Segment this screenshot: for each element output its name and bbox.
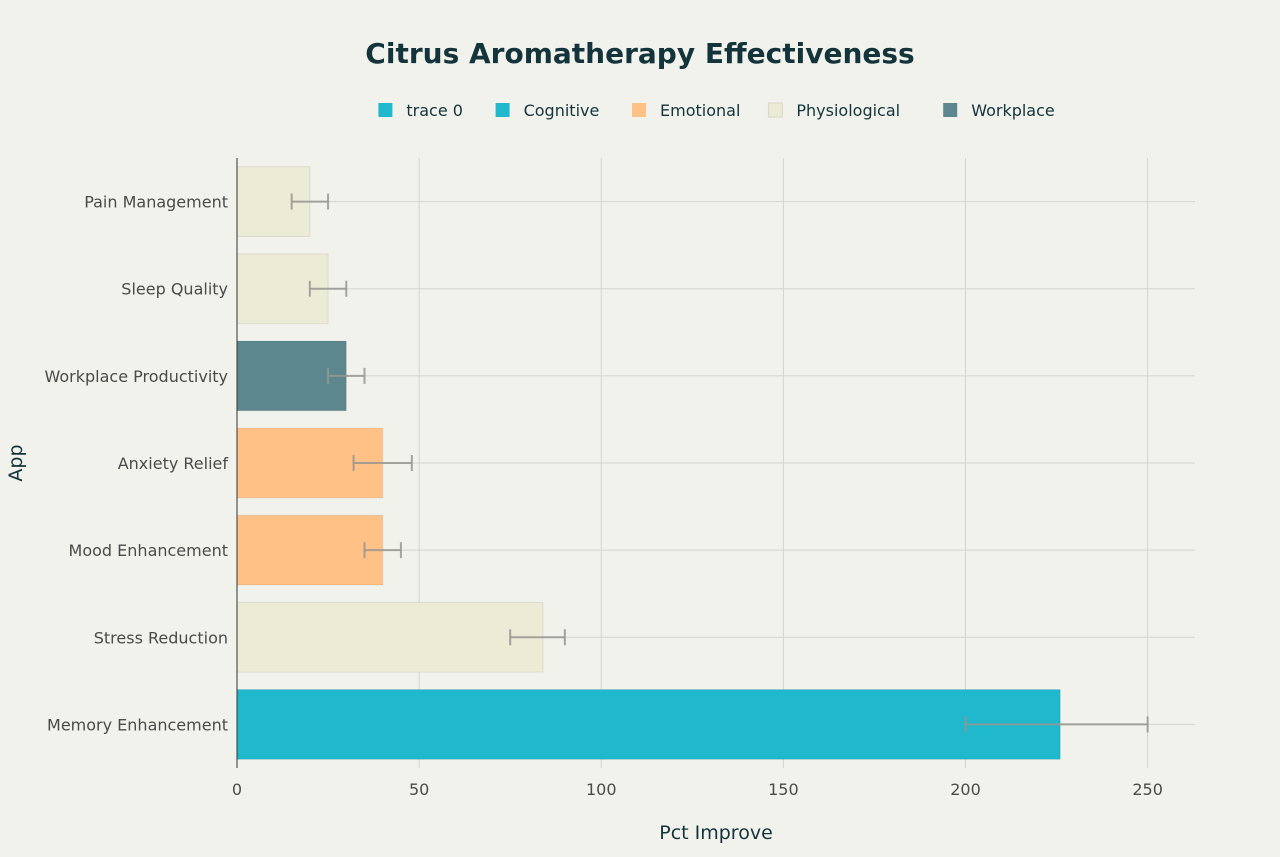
- bars[interactable]: [236, 166, 1061, 760]
- x-tick-label: 200: [950, 780, 981, 799]
- legend-swatch[interactable]: [767, 102, 783, 118]
- legend-swatch[interactable]: [943, 103, 958, 117]
- legend-label[interactable]: Workplace: [971, 101, 1055, 120]
- x-tick-label: 0: [232, 780, 242, 799]
- legend-swatch[interactable]: [632, 103, 646, 117]
- legend[interactable]: trace 0 Cognitive Emotional Physiological Wo…: [378, 101, 1055, 120]
- error-bars: [290, 193, 1149, 733]
- legend-label[interactable]: trace 0: [406, 101, 463, 120]
- chart-title: Citrus Aromatherapy Effectiveness: [365, 37, 914, 70]
- y-tick-label: Workplace Productivity: [45, 367, 229, 386]
- y-tick-label: Stress Reduction: [94, 628, 228, 647]
- bar[interactable]: [236, 514, 384, 586]
- x-tick-label: 50: [409, 780, 429, 799]
- legend-label[interactable]: Emotional: [660, 101, 740, 120]
- x-axis-title: Pct Improve: [659, 822, 773, 844]
- y-tick-label: Sleep Quality: [121, 280, 228, 299]
- y-tick-label: Pain Management: [84, 193, 228, 212]
- y-axis-title: App: [5, 444, 27, 481]
- legend-swatch[interactable]: [378, 103, 393, 117]
- x-tick-label: 250: [1132, 780, 1163, 799]
- legend-swatch[interactable]: [495, 103, 510, 117]
- legend-label[interactable]: Physiological: [796, 101, 900, 120]
- x-tick-label: 100: [586, 780, 617, 799]
- legend-label[interactable]: Cognitive: [524, 101, 600, 120]
- bar[interactable]: [236, 689, 1061, 760]
- y-tick-label: Anxiety Relief: [118, 454, 229, 473]
- x-tick-label: 150: [768, 780, 799, 799]
- y-tick-label: Mood Enhancement: [69, 541, 228, 560]
- y-tick-labels: Pain Management Sleep Quality Workplace Pr…: [45, 193, 229, 735]
- x-tick-labels: 0 50 100 150 200 250: [232, 780, 1163, 799]
- bar[interactable]: [236, 601, 544, 673]
- y-tick-label: Memory Enhancement: [47, 715, 228, 734]
